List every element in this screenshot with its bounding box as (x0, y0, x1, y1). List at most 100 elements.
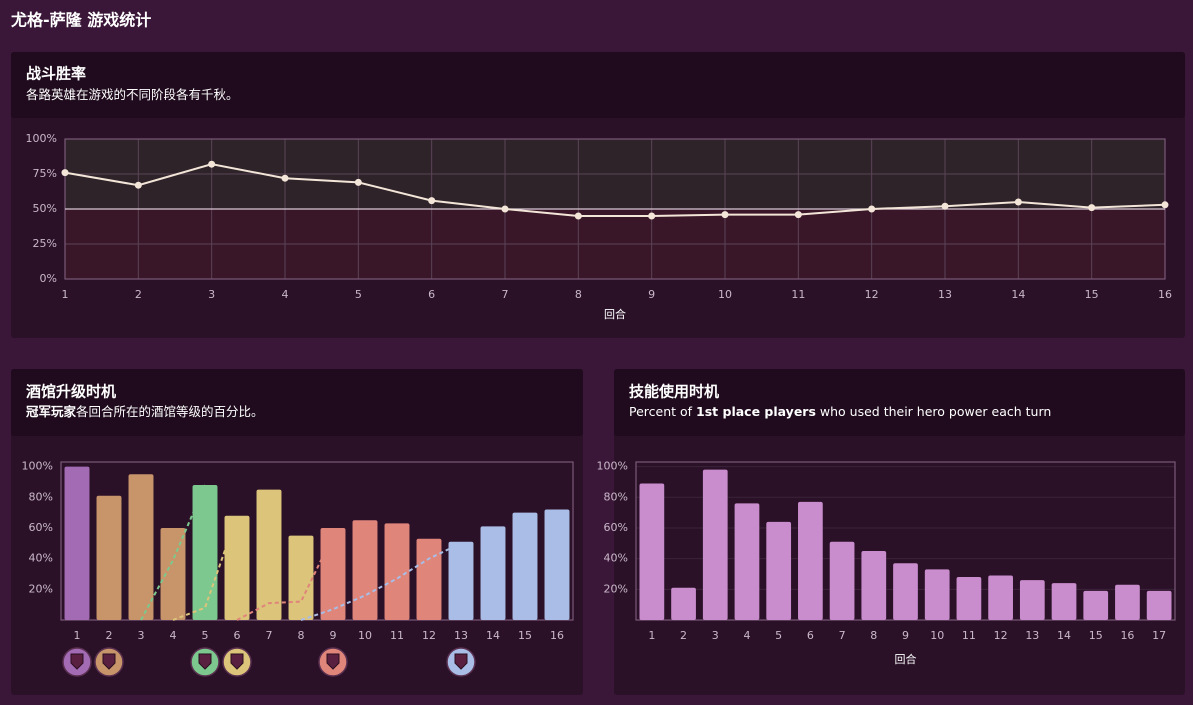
point (941, 202, 949, 210)
y-tick-label: 40% (604, 552, 628, 565)
point (1161, 201, 1169, 209)
tier-icon (102, 653, 116, 670)
x-tick-label: 5 (202, 629, 209, 642)
x-tick-label: 7 (502, 288, 509, 301)
y-tick-label: 50% (33, 202, 57, 215)
chart-subtitle: 各路英雄在游戏的不同阶段各有千秋。 (26, 87, 239, 102)
x-tick-label: 2 (106, 629, 113, 642)
subtitle-part: 各路英雄在游戏的不同阶段各有千秋。 (26, 87, 239, 102)
bar (128, 474, 154, 620)
subtitle-part: 冠军玩家 (26, 404, 77, 419)
x-tick-label: 14 (1011, 288, 1025, 301)
bar (702, 469, 728, 620)
x-tick-label: 9 (648, 288, 655, 301)
point (574, 212, 582, 220)
y-tick-label: 60% (604, 521, 628, 534)
x-tick-label: 16 (550, 629, 564, 642)
chart-title: 酒馆升级时机 (26, 383, 116, 401)
point (721, 211, 729, 219)
chart-subtitle: Percent of 1st place players who used th… (629, 404, 1051, 419)
x-tick-label: 7 (266, 629, 273, 642)
trend-line (300, 542, 462, 621)
bar (416, 538, 442, 620)
point (794, 211, 802, 219)
y-tick-label: 100% (597, 460, 628, 473)
point (868, 205, 876, 213)
bar (160, 527, 186, 620)
bar (893, 563, 918, 620)
y-tick-label: 20% (29, 582, 53, 595)
trend-line (236, 535, 334, 621)
x-tick-label: 11 (390, 629, 404, 642)
bar (639, 483, 665, 620)
bar (956, 577, 982, 620)
bar (544, 509, 570, 620)
x-tick-label: 3 (712, 629, 719, 642)
chart-subtitle: 冠军玩家各回合所在的酒馆等级的百分比。 (26, 404, 264, 419)
bar (1051, 583, 1077, 620)
tier-icon (326, 653, 340, 670)
chart-title: 技能使用时机 (629, 383, 719, 401)
point (648, 212, 656, 220)
x-tick-label: 12 (865, 288, 879, 301)
bar (734, 503, 760, 620)
y-tick-label: 100% (22, 460, 53, 473)
subtitle-part: 各回合所在的酒馆等级的百分比。 (76, 404, 264, 419)
bar (671, 587, 696, 620)
x-tick-label: 13 (1025, 629, 1039, 642)
bar (224, 515, 250, 620)
point (501, 205, 509, 213)
point (1014, 198, 1022, 206)
x-tick-label: 4 (170, 629, 177, 642)
subtitle-part: who used their hero power each turn (816, 404, 1051, 419)
x-tick-label: 5 (355, 288, 362, 301)
subtitle-part: Percent of (629, 404, 696, 419)
bar (1019, 580, 1045, 620)
x-tick-label: 8 (575, 288, 582, 301)
x-tick-label: 7 (839, 629, 846, 642)
x-tick-label: 16 (1158, 288, 1172, 301)
bar (1083, 590, 1109, 620)
tier-icon (454, 653, 468, 670)
x-tick-label: 6 (234, 629, 241, 642)
bar (798, 501, 823, 620)
bar (192, 485, 218, 620)
y-tick-label: 60% (29, 521, 53, 534)
x-tick-label: 4 (743, 629, 750, 642)
x-tick-label: 12 (994, 629, 1008, 642)
bar (384, 523, 410, 620)
x-tick-label: 14 (1057, 629, 1071, 642)
bar (64, 466, 90, 620)
bar (988, 575, 1013, 620)
x-tick-label: 9 (902, 629, 909, 642)
bar (96, 495, 122, 620)
point (428, 197, 436, 205)
x-tick-label: 15 (1085, 288, 1099, 301)
y-tick-label: 100% (26, 132, 57, 145)
x-tick-label: 8 (298, 629, 305, 642)
x-tick-label: 4 (282, 288, 289, 301)
x-axis-label: 回合 (895, 652, 917, 666)
x-tick-label: 5 (775, 629, 782, 642)
bar (861, 550, 887, 620)
point (61, 169, 69, 177)
y-tick-label: 80% (29, 490, 53, 503)
x-tick-label: 15 (518, 629, 532, 642)
panel-header (614, 369, 1185, 436)
point (281, 174, 289, 182)
bar (1146, 590, 1172, 620)
x-tick-label: 10 (358, 629, 372, 642)
point (354, 178, 362, 186)
bar (256, 489, 282, 620)
y-tick-label: 80% (604, 490, 628, 503)
tier-icon (230, 653, 244, 670)
x-axis-label: 回合 (604, 307, 626, 321)
x-tick-label: 3 (138, 629, 145, 642)
bar (352, 520, 378, 620)
x-tick-label: 10 (718, 288, 732, 301)
trend-line (140, 484, 206, 621)
y-tick-label: 75% (33, 167, 57, 180)
point (134, 181, 142, 189)
x-tick-label: 11 (962, 629, 976, 642)
